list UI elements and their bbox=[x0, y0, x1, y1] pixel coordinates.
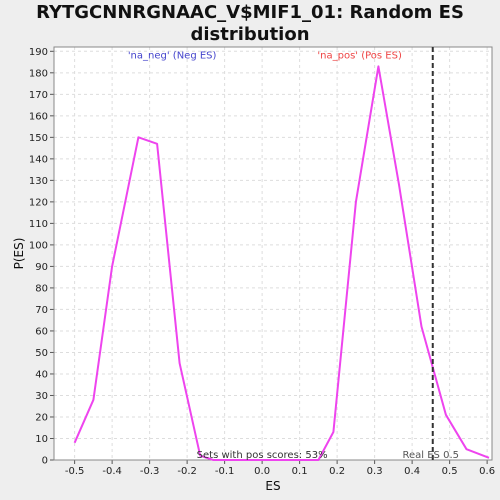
x-tick-label: 0.2 bbox=[329, 466, 345, 477]
y-tick-label: 130 bbox=[29, 176, 48, 187]
y-tick-label: 160 bbox=[29, 111, 48, 122]
chart-title-line-2: distribution bbox=[190, 24, 310, 45]
x-tick-label: -0.4 bbox=[102, 466, 122, 477]
y-tick-label: 110 bbox=[29, 219, 48, 230]
x-tick-label: 0.6 bbox=[479, 466, 495, 477]
neg-es-label: 'na_neg' (Neg ES) bbox=[128, 51, 217, 62]
y-tick-label: 90 bbox=[35, 262, 48, 273]
x-tick-label: 0.3 bbox=[367, 466, 383, 477]
y-tick-label: 20 bbox=[35, 412, 48, 423]
y-tick-label: 0 bbox=[42, 456, 48, 467]
plot-area bbox=[54, 47, 492, 460]
y-axis-label: P(ES) bbox=[12, 238, 26, 270]
y-tick-label: 10 bbox=[35, 434, 48, 445]
x-tick-label: 0.1 bbox=[292, 466, 308, 477]
real-es-label: Real ES 0.5 bbox=[403, 450, 459, 461]
y-tick-label: 100 bbox=[29, 240, 48, 251]
pos-scores-label: Sets with pos scores: 53% bbox=[197, 450, 328, 461]
y-tick-label: 190 bbox=[29, 47, 48, 58]
y-tick-label: 60 bbox=[35, 326, 48, 337]
y-tick-label: 40 bbox=[35, 369, 48, 380]
annotation-layer: 'na_neg' (Neg ES) 'na_pos' (Pos ES) Sets w… bbox=[128, 51, 402, 461]
chart-title: RYTGCNNRGNAAC_V$MIF1_01: Random ES distr… bbox=[0, 2, 500, 46]
x-tick-label: -0.1 bbox=[215, 466, 235, 477]
y-tick-label: 50 bbox=[35, 348, 48, 359]
y-tick-label: 80 bbox=[35, 283, 48, 294]
pos-es-label: 'na_pos' (Pos ES) bbox=[317, 51, 402, 62]
x-tick-label: -0.2 bbox=[177, 466, 197, 477]
x-tick-label: 0.0 bbox=[254, 466, 270, 477]
y-tick-label: 140 bbox=[29, 154, 48, 165]
x-tick-label: 0.5 bbox=[442, 466, 458, 477]
x-tick-label: -0.3 bbox=[140, 466, 160, 477]
y-tick-label: 180 bbox=[29, 68, 48, 79]
x-tick-label: -0.5 bbox=[65, 466, 85, 477]
y-tick-label: 170 bbox=[29, 90, 48, 101]
y-tick-label: 30 bbox=[35, 391, 48, 402]
series-layer bbox=[73, 65, 490, 461]
chart-title-line-1: RYTGCNNRGNAAC_V$MIF1_01: Random ES bbox=[36, 2, 464, 23]
y-tick-label: 70 bbox=[35, 305, 48, 316]
reference-layer: Real ES 0.5 bbox=[403, 47, 459, 461]
y-tick-label: 120 bbox=[29, 197, 48, 208]
y-tick-label: 150 bbox=[29, 133, 48, 144]
x-tick-label: 0.4 bbox=[404, 466, 420, 477]
x-axis-label: ES bbox=[265, 479, 280, 493]
es-density-line bbox=[73, 65, 490, 461]
